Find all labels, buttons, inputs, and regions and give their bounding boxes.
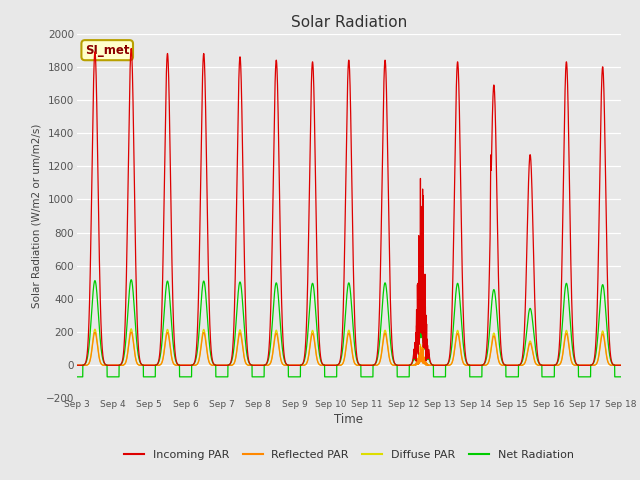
X-axis label: Time: Time bbox=[334, 413, 364, 426]
Y-axis label: Solar Radiation (W/m2 or um/m2/s): Solar Radiation (W/m2 or um/m2/s) bbox=[31, 124, 42, 308]
Title: Solar Radiation: Solar Radiation bbox=[291, 15, 407, 30]
Legend: Incoming PAR, Reflected PAR, Diffuse PAR, Net Radiation: Incoming PAR, Reflected PAR, Diffuse PAR… bbox=[120, 445, 578, 464]
Text: SI_met: SI_met bbox=[85, 44, 129, 57]
